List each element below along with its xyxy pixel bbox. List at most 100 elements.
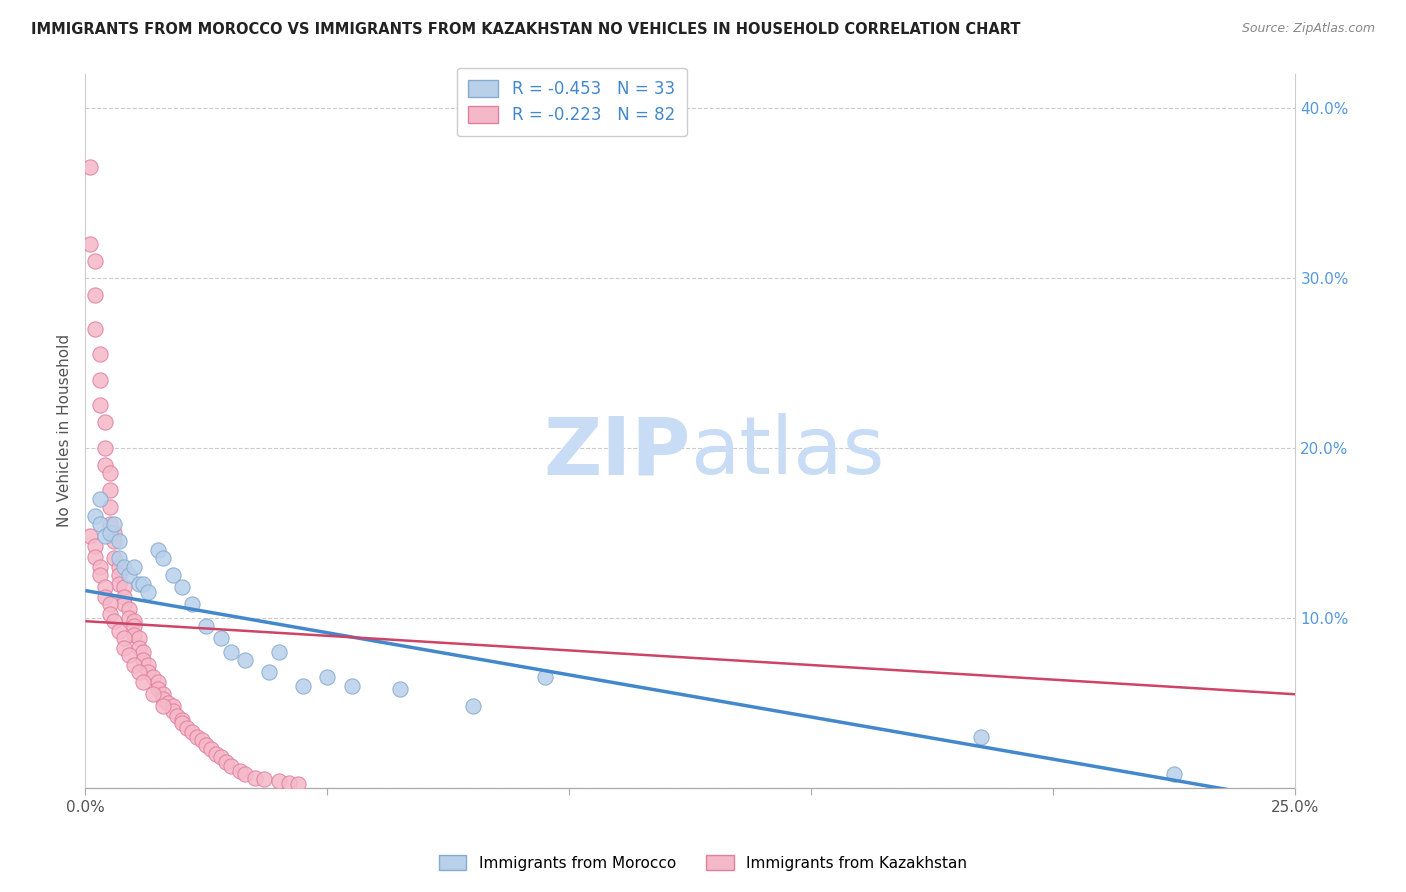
Point	[93, 415, 115, 429]
Point	[146, 542, 169, 557]
Point	[162, 568, 184, 582]
Point	[112, 631, 135, 645]
Point	[98, 467, 121, 481]
Point	[215, 756, 238, 770]
Point	[340, 679, 363, 693]
Point	[79, 529, 101, 543]
Point	[103, 517, 125, 532]
Point	[128, 576, 150, 591]
Point	[84, 549, 107, 564]
Point	[118, 568, 141, 582]
Point	[132, 675, 155, 690]
Point	[142, 687, 165, 701]
Point	[108, 551, 131, 566]
Point	[534, 670, 557, 684]
Point	[112, 641, 135, 656]
Point	[259, 665, 281, 680]
Legend: Immigrants from Morocco, Immigrants from Kazakhstan: Immigrants from Morocco, Immigrants from…	[430, 846, 976, 880]
Point	[93, 529, 115, 543]
Point	[112, 597, 135, 611]
Point	[93, 591, 115, 605]
Point	[229, 764, 252, 778]
Point	[146, 675, 169, 690]
Point	[108, 534, 131, 549]
Point	[103, 525, 125, 540]
Point	[152, 687, 174, 701]
Point	[79, 161, 101, 175]
Point	[136, 585, 159, 599]
Point	[89, 568, 111, 582]
Legend: R = -0.453   N = 33, R = -0.223   N = 82: R = -0.453 N = 33, R = -0.223 N = 82	[457, 68, 686, 136]
Point	[1163, 767, 1185, 781]
Y-axis label: No Vehicles in Household: No Vehicles in Household	[58, 334, 72, 527]
Point	[152, 699, 174, 714]
Point	[89, 373, 111, 387]
Point	[267, 774, 290, 789]
Point	[89, 398, 111, 412]
Point	[219, 758, 242, 772]
Point	[112, 559, 135, 574]
Point	[205, 747, 228, 761]
Point	[122, 658, 145, 673]
Point	[122, 619, 145, 633]
Point	[136, 665, 159, 680]
Point	[287, 777, 309, 791]
Point	[190, 733, 212, 747]
Point	[98, 483, 121, 498]
Point	[98, 607, 121, 622]
Point	[292, 679, 315, 693]
Point	[172, 713, 194, 727]
Point	[209, 631, 232, 645]
Point	[219, 645, 242, 659]
Point	[122, 628, 145, 642]
Text: Source: ZipAtlas.com: Source: ZipAtlas.com	[1241, 22, 1375, 36]
Point	[122, 559, 145, 574]
Text: ZIP: ZIP	[543, 413, 690, 491]
Point	[89, 347, 111, 361]
Point	[172, 716, 194, 731]
Point	[108, 559, 131, 574]
Point	[233, 767, 256, 781]
Point	[156, 696, 179, 710]
Point	[128, 641, 150, 656]
Point	[176, 721, 198, 735]
Point	[93, 580, 115, 594]
Point	[103, 614, 125, 628]
Point	[209, 750, 232, 764]
Point	[89, 517, 111, 532]
Point	[253, 772, 276, 787]
Point	[108, 568, 131, 582]
Point	[388, 682, 411, 697]
Point	[122, 614, 145, 628]
Point	[84, 508, 107, 523]
Point	[277, 775, 299, 789]
Point	[93, 441, 115, 455]
Point	[132, 645, 155, 659]
Point	[180, 597, 202, 611]
Point	[186, 730, 208, 744]
Point	[142, 670, 165, 684]
Text: atlas: atlas	[690, 413, 884, 491]
Point	[84, 540, 107, 554]
Point	[98, 597, 121, 611]
Point	[84, 322, 107, 336]
Point	[89, 491, 111, 506]
Point	[118, 648, 141, 663]
Point	[970, 730, 993, 744]
Point	[103, 534, 125, 549]
Point	[152, 551, 174, 566]
Point	[103, 551, 125, 566]
Point	[93, 458, 115, 472]
Point	[267, 645, 290, 659]
Point	[195, 619, 218, 633]
Point	[162, 699, 184, 714]
Point	[243, 771, 266, 785]
Point	[200, 741, 222, 756]
Point	[152, 692, 174, 706]
Point	[112, 591, 135, 605]
Point	[79, 236, 101, 251]
Point	[233, 653, 256, 667]
Point	[195, 738, 218, 752]
Point	[146, 682, 169, 697]
Point	[132, 576, 155, 591]
